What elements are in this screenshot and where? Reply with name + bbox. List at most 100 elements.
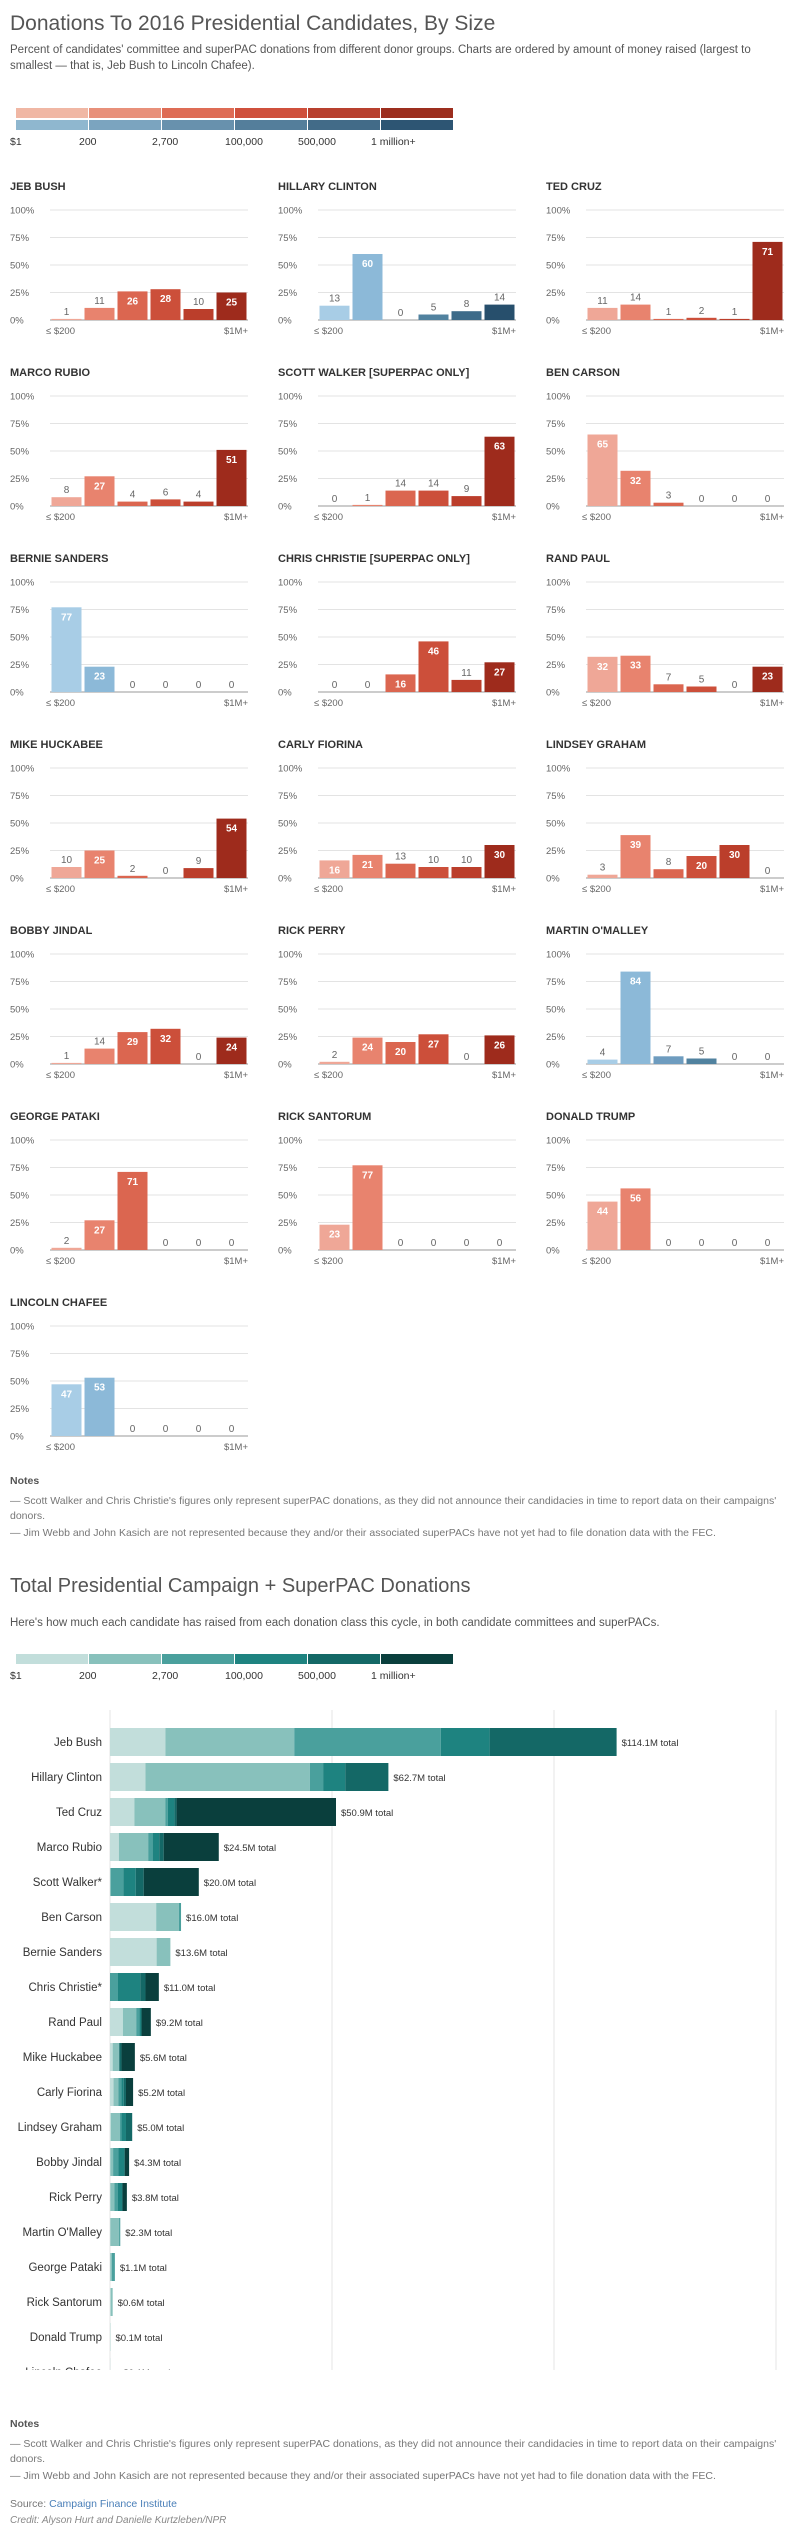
segment: [118, 1833, 149, 1861]
segment: [118, 2218, 120, 2246]
segment: [123, 2078, 126, 2106]
row-rick-santorum: Rick Santorum $0.6M total: [27, 2288, 165, 2316]
legend-swatch: [162, 120, 234, 130]
y-tick-label: 0%: [10, 316, 24, 327]
chart-scott-walker-superpac-only: SCOTT WALKER [SUPERPAC ONLY]100%75%50%25…: [278, 367, 516, 523]
chart-carly-fiorina: CARLY FIORINA 100% 75% 50% 25% 0% 16 21 13 10 10 30…: [278, 739, 516, 895]
y-tick-label: 25%: [278, 288, 298, 299]
segment: [178, 1903, 182, 1931]
y-tick-label: 50%: [278, 1005, 298, 1016]
chart-hillary-clinton: HILLARY CLINTON 100% 75% 50% 25% 0% 13 60 0 5 8 14 ≤…: [278, 181, 516, 337]
bar-value-label: 0: [229, 680, 235, 691]
bar-value-label: 1: [732, 307, 738, 318]
y-tick-label: 75%: [10, 791, 30, 802]
segment: [110, 2218, 119, 2246]
bar: [418, 641, 449, 692]
legend-swatch: [308, 120, 380, 130]
segment: [110, 1973, 118, 2001]
bar-value-label: 2: [699, 306, 705, 317]
bar-value-label: 0: [699, 1238, 705, 1249]
bar-value-label: 56: [630, 1193, 642, 1204]
x-tick-label: ≤ $200: [46, 1070, 75, 1081]
bar-value-label: 27: [94, 481, 106, 492]
bar-value-label: 0: [130, 1424, 136, 1435]
y-tick-label: 25%: [546, 660, 566, 671]
bar-value-label: 51: [226, 455, 238, 466]
chart-rick-perry: RICK PERRY 100% 75% 50% 25% 0% 2 24 20 27 0 26 ≤ $20…: [278, 925, 516, 1081]
bar-value-label: 0: [130, 680, 136, 691]
bar-value-label: 21: [362, 860, 374, 871]
bar: [51, 1062, 82, 1064]
bar-value-label: 23: [329, 1230, 341, 1241]
bar-value-label: 1: [666, 307, 672, 318]
bar-value-label: 8: [464, 299, 470, 310]
bar: [216, 818, 247, 878]
bar: [183, 501, 214, 506]
total-label: $62.7M total: [393, 1773, 445, 1784]
credit: Credit: Alyson Hurt and Danielle Kurtzle…: [10, 2515, 227, 2526]
x-tick-label: $1M+: [760, 698, 784, 709]
bar-value-label: 63: [494, 442, 506, 453]
bar: [319, 1224, 350, 1250]
y-tick-label: 100%: [546, 764, 571, 775]
total-label: $20.0M total: [204, 1878, 256, 1889]
candidate-name: Mike Huckabee: [23, 2052, 102, 2064]
bar-value-label: 16: [395, 679, 407, 690]
bar-value-label: 4: [130, 490, 136, 501]
candidate-title: DONALD TRUMP: [546, 1111, 635, 1123]
row-carly-fiorina: Carly Fiorina $5.2M total: [37, 2078, 185, 2106]
y-tick-label: 25%: [278, 1218, 298, 1229]
segment: [119, 2043, 122, 2071]
bar: [319, 1061, 350, 1064]
bar: [216, 449, 247, 506]
bar-value-label: 0: [196, 1238, 202, 1249]
x-tick-label: $1M+: [492, 326, 516, 337]
x-tick-label: $1M+: [760, 884, 784, 895]
x-tick-label: $1M+: [224, 326, 248, 337]
candidate-name: Donald Trump: [30, 2332, 102, 2344]
bar-value-label: 0: [398, 308, 404, 319]
bar-value-label: 7: [666, 672, 672, 683]
y-tick-label: 100%: [10, 950, 35, 961]
x-tick-label: ≤ $200: [46, 326, 75, 337]
segment: [118, 2078, 122, 2106]
legend-swatch: [16, 108, 88, 118]
segment: [135, 1868, 144, 1896]
candidate-title: BOBBY JINDAL: [10, 925, 93, 937]
bar-value-label: 10: [193, 297, 205, 308]
bar: [752, 666, 783, 692]
legend-swatch: [381, 120, 453, 130]
y-tick-label: 25%: [546, 1032, 566, 1043]
bar: [719, 318, 750, 320]
candidate-title: TED CRUZ: [546, 181, 602, 193]
segment: [345, 1763, 389, 1791]
candidate-title: RICK PERRY: [278, 925, 346, 937]
bar-value-label: 25: [226, 298, 238, 309]
y-tick-label: 25%: [10, 1218, 30, 1229]
legend-swatch: [381, 108, 453, 118]
notes2-heading: Notes: [10, 2418, 40, 2430]
y-tick-label: 75%: [278, 1163, 298, 1174]
y-tick-label: 100%: [10, 1136, 35, 1147]
segment: [440, 1728, 490, 1756]
bar: [51, 607, 82, 692]
bar-value-label: 46: [428, 646, 440, 657]
candidate-name: Lindsey Graham: [18, 2122, 102, 2134]
bar-value-label: 23: [762, 672, 774, 683]
bar-value-label: 32: [597, 662, 609, 673]
y-tick-label: 50%: [278, 819, 298, 830]
y-tick-label: 25%: [10, 1032, 30, 1043]
y-tick-label: 50%: [10, 819, 30, 830]
y-tick-label: 0%: [546, 874, 560, 885]
x-tick-label: $1M+: [760, 1256, 784, 1267]
legend-swatch: [89, 1654, 161, 1664]
bar-value-label: 13: [395, 852, 407, 863]
y-tick-label: 100%: [278, 764, 303, 775]
candidate-title: CHRIS CHRISTIE [SUPERPAC ONLY]: [278, 553, 470, 565]
x-tick-label: $1M+: [224, 698, 248, 709]
row-ted-cruz: Ted Cruz $50.9M total: [56, 1798, 393, 1826]
segment: [121, 2078, 124, 2106]
source-link[interactable]: Campaign Finance Institute: [49, 2498, 177, 2510]
bar-value-label: 8: [64, 485, 70, 496]
